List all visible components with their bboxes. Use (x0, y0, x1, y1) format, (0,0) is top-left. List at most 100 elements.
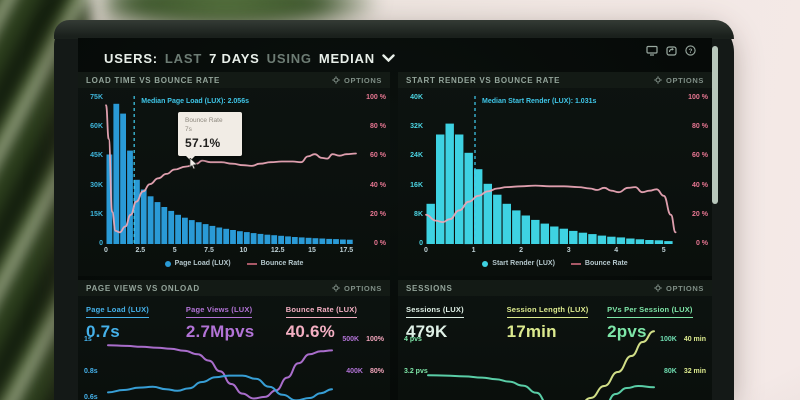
dashboard-screen: USERS: LAST 7 DAYS USING MEDIAN ? LOAD T… (78, 38, 712, 400)
legend-item[interactable]: Start Render (LUX) (482, 260, 555, 267)
y2-axis-label: 40 % (692, 181, 708, 189)
histogram-bar (291, 237, 298, 244)
y-axis-label: 32K (410, 123, 423, 131)
histogram-bar (493, 194, 502, 244)
x-tick-label: 4 (614, 247, 619, 254)
histogram-bar (230, 230, 236, 244)
x-tick-label: 12.5 (270, 247, 285, 254)
options-button[interactable]: OPTIONS (654, 76, 704, 85)
bounce-rate-line (105, 104, 357, 234)
histogram-bar (223, 228, 230, 244)
histogram-bar (120, 113, 126, 244)
y2-axis-label: 500K (342, 336, 360, 343)
histogram-bar (664, 241, 673, 244)
y2-axis-label-pair: 100K 40 min (660, 336, 706, 343)
histogram-bar (154, 202, 161, 244)
x-tick-label: 7.5 (204, 247, 214, 254)
y-axis-label: 45K (90, 152, 103, 160)
metric-sessions: Sessions (LUX) 479K (406, 299, 507, 342)
line-swatch (570, 262, 581, 265)
x-tick-label: 10 (239, 247, 248, 254)
y2-axis-label: 0 % (695, 240, 708, 247)
bounce-rate-line (425, 184, 677, 234)
histogram-bar (271, 235, 278, 244)
x-tick-label: 17.5 (339, 247, 354, 254)
histogram-bar (654, 240, 664, 244)
legend-item[interactable]: Bounce Rate (246, 260, 303, 267)
y-axis-label: 60K (90, 123, 103, 131)
y2-axis-label: 40 % (370, 181, 386, 189)
y-axis-label: 0.8s (84, 368, 98, 375)
metric-value: 0.7s (86, 322, 120, 341)
legend-label: Bounce Rate (584, 260, 628, 267)
histogram-bar (161, 207, 168, 244)
histogram-bar (588, 234, 597, 244)
histogram-bar (559, 228, 568, 244)
legend-item[interactable]: Page Load (LUX) (164, 260, 231, 267)
histogram-bar (202, 224, 209, 244)
histogram-bar (257, 233, 264, 244)
metric-label: Session Length (LUX) (506, 305, 589, 318)
histogram-bar (237, 231, 243, 244)
export-icon[interactable] (666, 45, 677, 56)
y2-axis-label: 32 min (683, 368, 706, 375)
panel-title: START RENDER VS BOUNCE RATE (406, 75, 561, 85)
legend-item[interactable]: Bounce Rate (570, 260, 628, 267)
start-render-chart (425, 96, 678, 245)
histogram-bar (147, 196, 154, 244)
x-tick-label: 3 (566, 247, 571, 254)
x-tick-label: 5 (172, 247, 177, 254)
y-axis-label: 1s (84, 336, 92, 343)
y2-axis-label: 0 % (373, 240, 386, 247)
gear-icon (654, 284, 662, 292)
panel-title: PAGE VIEWS VS ONLOAD (86, 283, 200, 293)
panel-page-views-vs-onload: PAGE VIEWS VS ONLOAD OPTIONS Page Load (… (78, 280, 390, 400)
y2-axis-label: 400K (346, 368, 363, 375)
histogram-bar (168, 210, 175, 244)
options-button[interactable]: OPTIONS (332, 284, 382, 293)
histogram-bar (426, 203, 435, 244)
header-last-label: LAST (164, 50, 203, 66)
dot-swatch (482, 260, 489, 267)
x-tick-label: 0 (424, 247, 428, 254)
options-button[interactable]: OPTIONS (332, 76, 382, 85)
x-tick-label: 5 (661, 247, 666, 254)
options-button[interactable]: OPTIONS (654, 284, 704, 293)
x-tick-label: 2.5 (135, 247, 146, 254)
monitor-icon[interactable] (646, 45, 658, 56)
histogram-bar (616, 237, 626, 244)
histogram-bar (264, 234, 271, 244)
histogram-bar (635, 239, 645, 244)
panel-load-time-vs-bounce-rate: LOAD TIME VS BOUNCE RATE OPTIONS 75K 60K 4… (78, 72, 390, 276)
histogram-bar (521, 215, 530, 244)
help-icon[interactable]: ? (685, 45, 696, 56)
scrollbar[interactable] (712, 46, 718, 204)
panel-title: SESSIONS (406, 283, 453, 293)
line-swatch (246, 262, 257, 265)
histogram-bar (550, 226, 559, 244)
y-axis-label: 4 pvs (404, 336, 422, 343)
histogram-bar (333, 239, 339, 244)
histogram-bar (531, 219, 540, 244)
histogram-bar (113, 103, 120, 244)
y-axis-label: 8K (414, 210, 423, 218)
tooltip-series: Bounce Rate (185, 117, 223, 124)
y2-axis-label: 60 % (692, 152, 708, 160)
timeframe-selector[interactable]: USERS: LAST 7 DAYS USING MEDIAN (104, 47, 395, 69)
histogram-bar (209, 225, 216, 244)
x-tick-label: 0 (104, 247, 108, 254)
histogram-bar (140, 189, 147, 244)
x-tick-label: 1 (471, 247, 476, 254)
metric-value: 17min (506, 322, 557, 341)
metric-label: PVs Per Session (LUX) (607, 305, 693, 318)
metric-label: Sessions (LUX) (406, 305, 464, 318)
y-axis-label: 15K (90, 210, 103, 218)
y2-axis-label: 80 % (692, 123, 708, 131)
y2-axis-label: 80 % (370, 123, 386, 131)
panel-title: LOAD TIME VS BOUNCE RATE (86, 75, 220, 85)
histogram-bar (483, 183, 492, 244)
metric-label: Page Load (LUX) (86, 305, 150, 318)
y-axis-label: 30K (90, 181, 103, 189)
histogram-bar (626, 238, 635, 244)
y-axis-label: 0 (99, 240, 103, 247)
